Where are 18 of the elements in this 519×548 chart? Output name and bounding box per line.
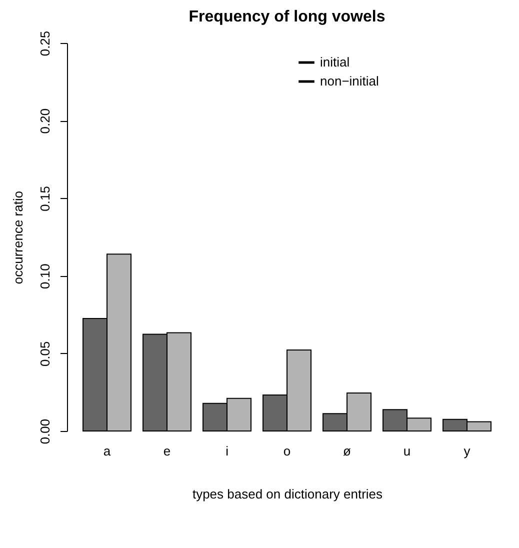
x-tick-label: u [403,444,411,458]
x-tick-label: a [103,444,112,458]
y-tick-label: 0.20 [38,108,52,134]
x-tick-label: i [226,444,229,458]
chart-title: Frequency of long vowels [188,8,386,26]
y-tick-label: 0.15 [38,186,52,212]
x-tick-label: o [283,444,291,458]
legend-label: initial [320,54,350,70]
x-axis-title: types based on dictionary entries [192,486,384,502]
x-tick-label: ø [343,444,352,458]
y-tick-label: 0.05 [38,341,52,367]
x-tick-label: y [464,444,471,458]
y-axis-title: occurrence ratio [10,190,26,284]
x-tick-label: e [163,444,171,458]
legend-label: non−initial [320,74,380,88]
y-tick-label: 0.00 [38,418,52,444]
y-tick-label: 0.25 [38,30,52,56]
y-tick-label: 0.10 [38,264,52,289]
